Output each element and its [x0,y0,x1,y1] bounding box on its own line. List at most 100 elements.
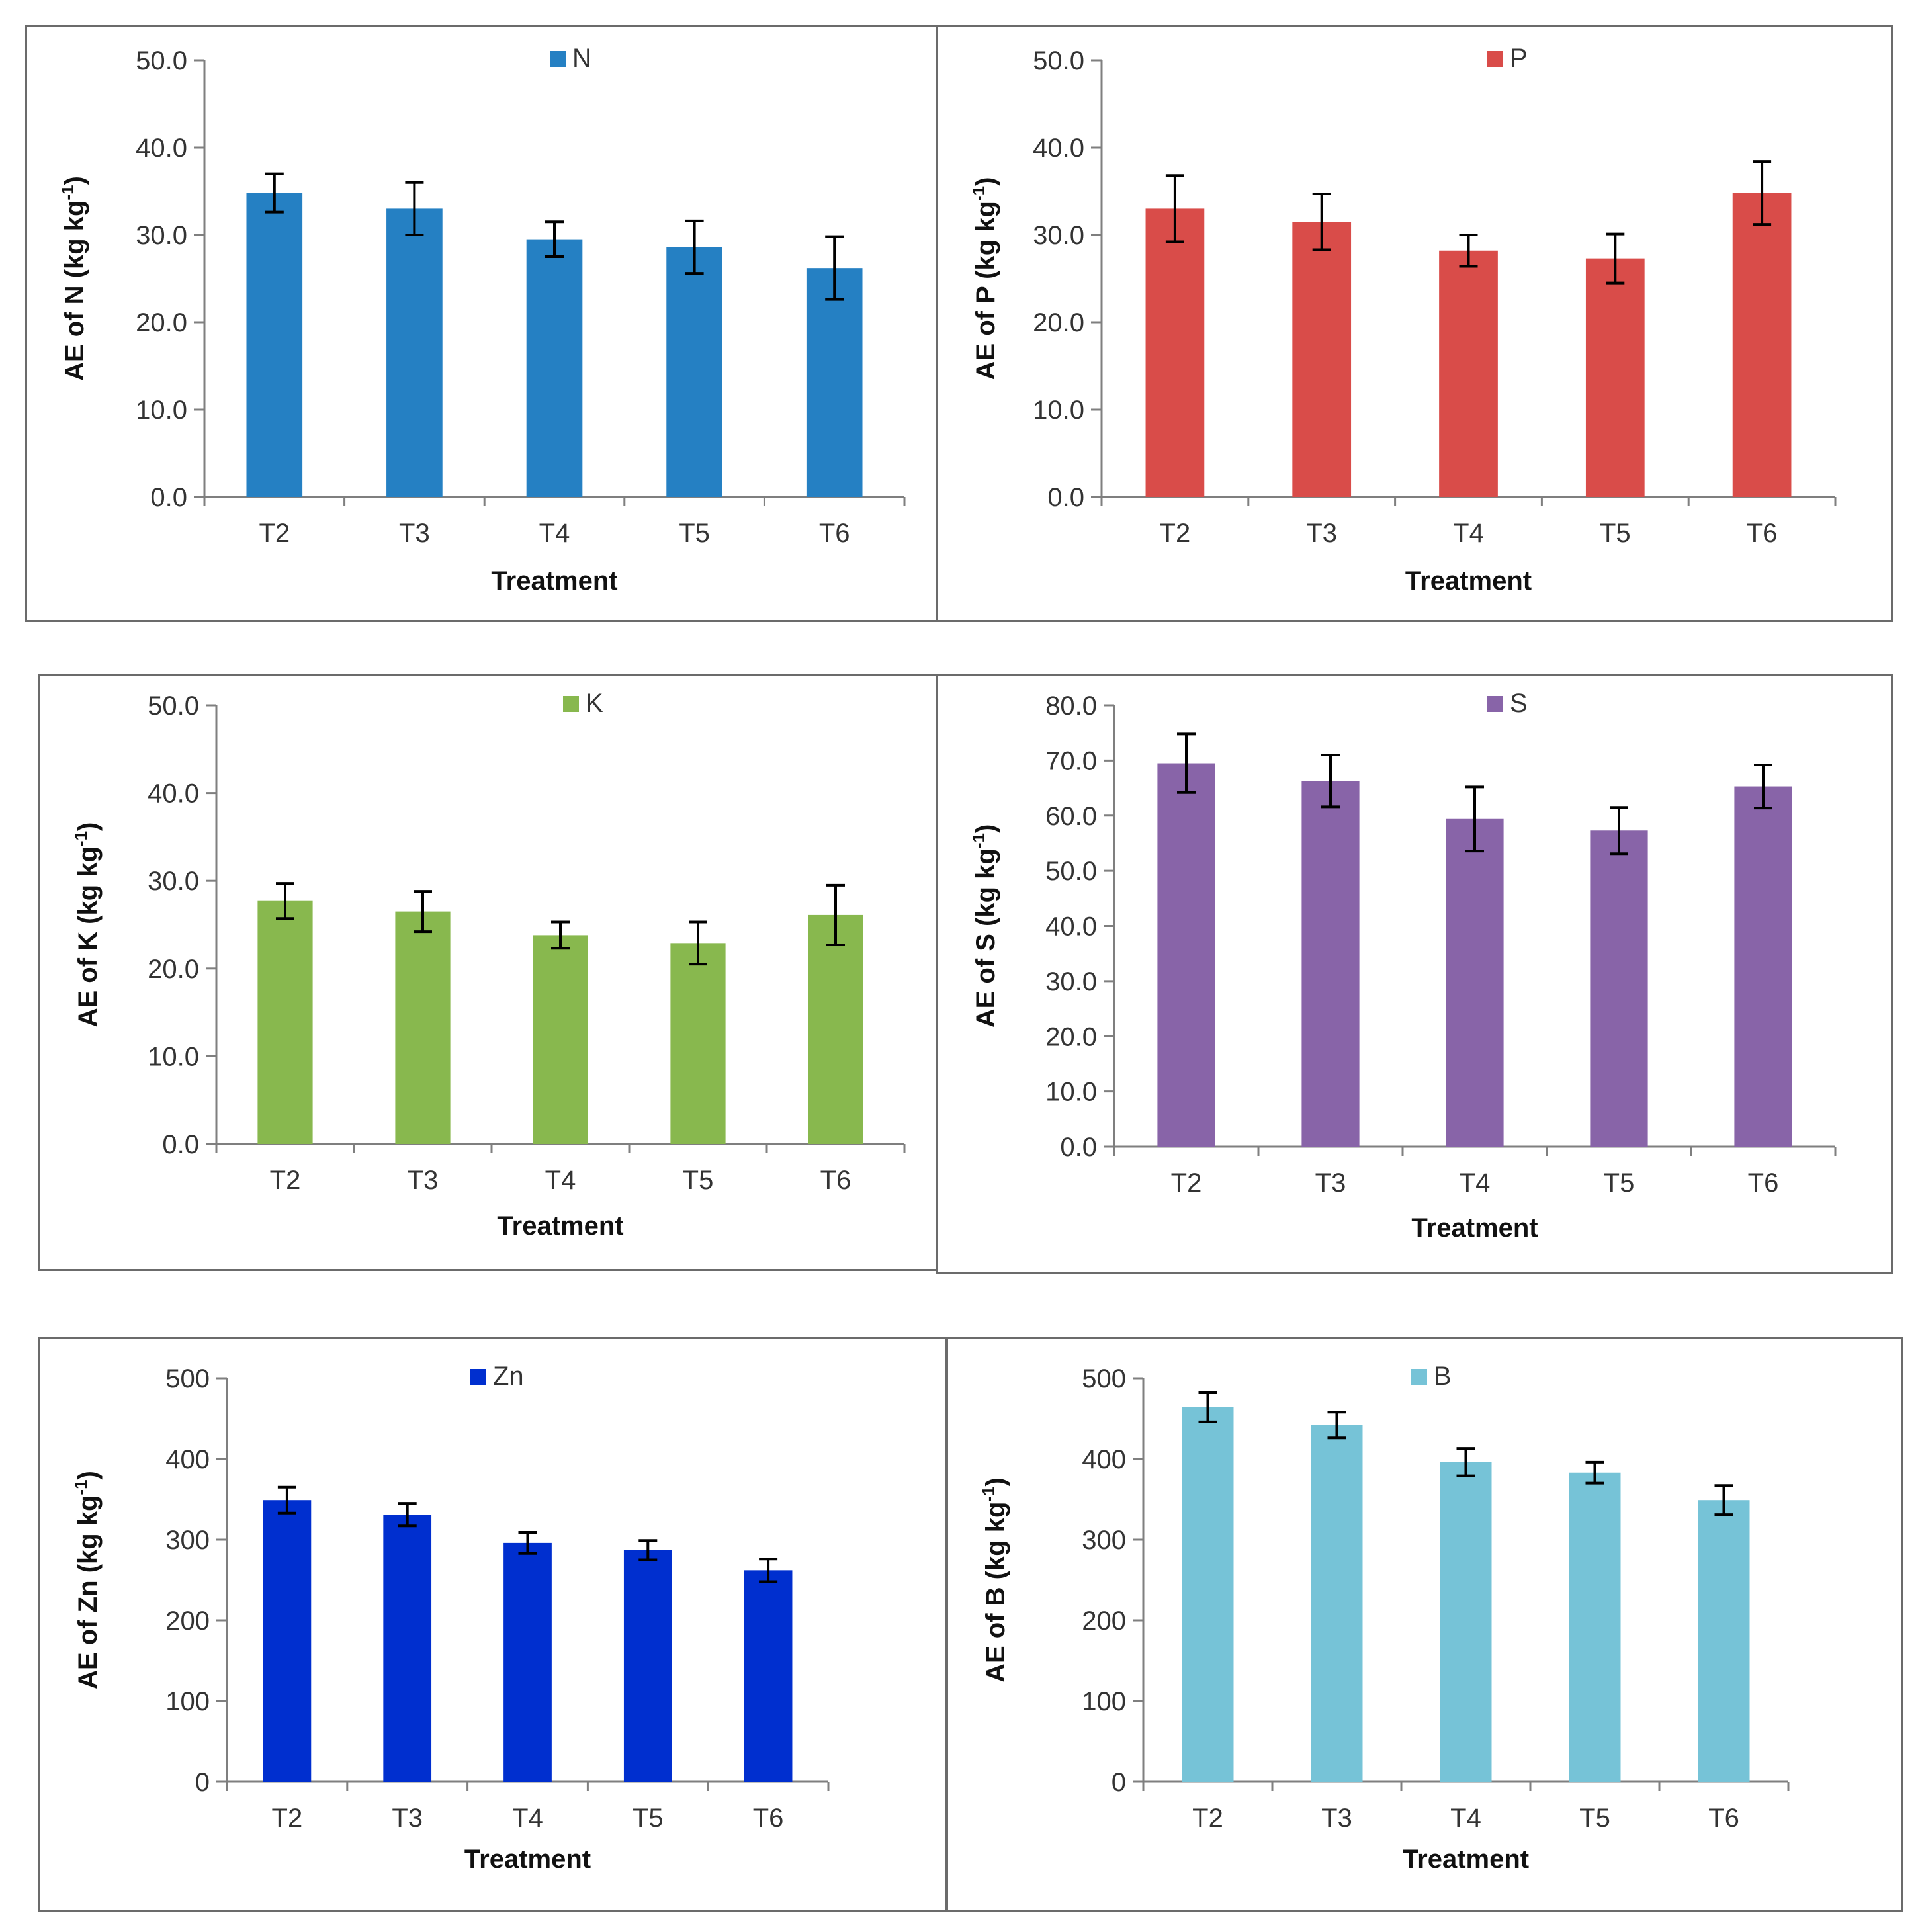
x-tick-label: T3 [1315,1168,1346,1198]
chart-panel-s: 0.0 10.0 20.0 30.0 40.0 50.0 60.0 70.0 80.0 T2 T3 T… [936,674,1893,1274]
y-tick-label: 40.0 [148,779,199,809]
y-tick-label: 400 [1082,1445,1126,1474]
bar [503,1542,552,1782]
legend-swatch [1487,696,1503,712]
legend-swatch [550,51,566,67]
y-tick-label: 500 [165,1364,210,1393]
bar [526,239,583,497]
bar [1585,258,1645,497]
y-tick-label: 20.0 [148,955,199,984]
y-tick-label: 0 [1112,1768,1126,1797]
bar [257,900,313,1144]
x-tick-label: T3 [1321,1804,1352,1833]
y-axis-title: AE of S (kg kg-1) [969,824,1000,1028]
x-axis-title: Treatment [464,1845,591,1874]
chart-panel-b: 0 100 200 300 400 500 T2 T3 T4 T5 T6 Treatment AE of… [946,1337,1903,1912]
x-tick-label: T3 [392,1804,423,1833]
chart-panel-zn: 0 100 200 300 400 500 T2 T3 T4 T5 T6 Treatment AE of… [38,1337,947,1912]
y-tick-label: 0.0 [150,483,187,512]
bar [1311,1425,1363,1782]
chart-panel-k: 0.0 10.0 20.0 30.0 40.0 50.0 T2 T3 T4 T5 T6 Treatme… [38,674,938,1271]
bar [1182,1407,1234,1782]
x-tick-label: T6 [1748,1168,1779,1198]
chart-panel-p: 0.0 10.0 20.0 30.0 40.0 50.0 T2 T3 T4 T5 T6 Treatme… [936,25,1893,622]
y-tick-label: 30.0 [136,221,187,250]
x-tick-label: T2 [1160,519,1191,548]
x-tick-label: T2 [1171,1168,1202,1198]
x-tick-label: T6 [1747,519,1778,548]
y-tick-label: 400 [165,1445,210,1474]
legend-label: N [572,44,591,73]
bar [670,943,726,1144]
bar [1569,1472,1621,1782]
x-tick-label: T5 [633,1804,664,1833]
legend-label: Zn [493,1362,524,1391]
y-tick-label: 100 [1082,1687,1126,1716]
x-axis-title: Treatment [1405,566,1532,595]
y-tick-label: 60.0 [1045,802,1097,831]
x-tick-label: T6 [1708,1804,1739,1833]
y-tick-label: 40.0 [136,134,187,163]
bar [263,1500,312,1782]
y-tick-label: 0.0 [1060,1133,1097,1162]
x-tick-label: T4 [1453,519,1484,548]
y-tick-label: 30.0 [1033,221,1084,250]
y-tick-label: 10.0 [136,396,187,425]
y-tick-label: 200 [165,1606,210,1636]
x-tick-label: T4 [1450,1804,1481,1833]
bar [533,935,588,1144]
y-axis-title: AE of B (kg kg-1) [979,1477,1010,1683]
x-tick-label: T5 [683,1166,714,1195]
legend-swatch [1411,1369,1427,1385]
bar [1292,222,1352,497]
bar [1732,193,1792,497]
chart-svg: 0 100 200 300 400 500 T2 T3 T4 T5 T6 Treatment AE of… [979,1362,1790,1874]
y-tick-label: 20.0 [136,308,187,337]
x-tick-label: T4 [539,519,570,548]
x-tick-label: T2 [272,1804,303,1833]
y-tick-label: 0.0 [162,1130,199,1159]
y-axis-title: AE of N (kg kg-1) [58,176,89,381]
y-tick-label: 50.0 [1033,46,1084,75]
y-tick-label: 100 [165,1687,210,1716]
y-tick-label: 70.0 [1045,746,1097,775]
legend-swatch [1487,51,1503,67]
y-tick-label: 0.0 [1047,483,1084,512]
y-tick-label: 30.0 [1045,967,1097,996]
legend-label: B [1434,1362,1452,1391]
bar [1698,1500,1750,1782]
x-tick-label: T6 [820,1166,851,1195]
x-tick-label: T3 [408,1166,439,1195]
y-tick-label: 40.0 [1033,134,1084,163]
chart-panel-n: 0.0 10.0 20.0 30.0 40.0 50.0 T2 T3 T4 T5 T6 Treatme… [25,25,938,622]
y-axis-title: AE of K (kg kg-1) [71,822,103,1028]
y-axis-title: AE of Zn (kg kg-1) [71,1471,103,1689]
legend-label: S [1510,689,1528,718]
bar [1145,208,1205,497]
y-tick-label: 20.0 [1033,308,1084,337]
bar [1157,763,1215,1147]
y-tick-label: 10.0 [148,1042,199,1071]
y-tick-label: 300 [1082,1526,1126,1555]
x-tick-label: T2 [270,1166,301,1195]
x-tick-label: T2 [259,519,290,548]
x-axis-title: Treatment [1411,1213,1538,1243]
x-tick-label: T4 [545,1166,576,1195]
bar [1446,818,1504,1147]
x-tick-label: T6 [819,519,850,548]
bar [1590,830,1648,1147]
y-tick-label: 10.0 [1045,1078,1097,1107]
y-tick-label: 40.0 [1045,912,1097,942]
chart-svg: 0 100 200 300 400 500 T2 T3 T4 T5 T6 Treatment AE of… [71,1362,830,1874]
x-tick-label: T4 [512,1804,543,1833]
legend-label: K [586,689,603,718]
y-tick-label: 500 [1082,1364,1126,1393]
legend-swatch [470,1369,486,1385]
y-tick-label: 30.0 [148,867,199,896]
bar [744,1570,793,1782]
chart-svg: 0.0 10.0 20.0 30.0 40.0 50.0 T2 T3 T4 T5 T6 Treatme… [969,44,1837,595]
legend-swatch [563,696,579,712]
bar [395,911,451,1144]
bar [383,1515,432,1782]
chart-svg: 0.0 10.0 20.0 30.0 40.0 50.0 T2 T3 T4 T5 T6 Treatme… [58,44,906,595]
